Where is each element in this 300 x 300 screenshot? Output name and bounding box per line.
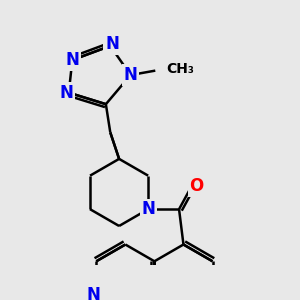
Text: N: N (87, 286, 100, 300)
Text: CH₃: CH₃ (166, 62, 194, 76)
Text: N: N (141, 200, 155, 218)
Text: N: N (105, 35, 119, 53)
Text: N: N (124, 66, 137, 84)
Text: N: N (65, 51, 79, 69)
Text: N: N (59, 84, 73, 102)
Text: O: O (190, 177, 204, 195)
